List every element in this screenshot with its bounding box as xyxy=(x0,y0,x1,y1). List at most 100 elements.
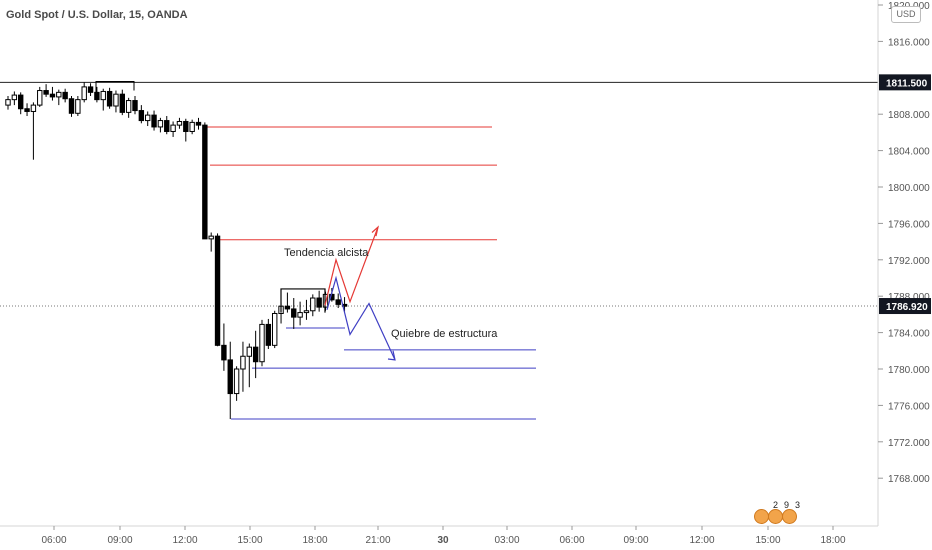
us-flag-event-icon[interactable] xyxy=(754,509,769,524)
candle-down xyxy=(227,359,233,395)
candle-down xyxy=(94,91,100,101)
event-count: 3 xyxy=(795,500,801,510)
candle-down xyxy=(132,100,138,112)
y-tick-label: 1804.000 xyxy=(888,147,930,158)
candle-up xyxy=(56,91,62,98)
candle-down xyxy=(62,91,68,100)
candle-down xyxy=(119,93,125,113)
currency-button[interactable]: USD xyxy=(891,6,921,23)
candle-up xyxy=(259,323,265,363)
candle-down xyxy=(221,344,227,361)
annotation-tendencia: Tendencia alcista xyxy=(284,247,369,259)
x-tick-label: 21:00 xyxy=(365,535,390,546)
chart-title: Gold Spot / U.S. Dollar, 15, OANDA xyxy=(6,9,188,21)
horizontal-levels xyxy=(0,81,878,420)
candle-up xyxy=(240,355,246,370)
x-tick-label: 15:00 xyxy=(237,535,262,546)
y-tick-label: 1772.000 xyxy=(888,438,930,449)
candle-down xyxy=(265,323,272,346)
event-count: 2 xyxy=(773,500,779,510)
x-tick-label: 09:00 xyxy=(107,535,132,546)
x-tick-label: 03:00 xyxy=(494,535,519,546)
candle-down xyxy=(202,124,208,240)
x-tick-label: 12:00 xyxy=(172,535,197,546)
y-tick-label: 1788.000 xyxy=(888,292,930,303)
x-tick-label: 15:00 xyxy=(755,535,780,546)
bearish-arrow-head xyxy=(387,350,396,361)
drawings: Tendencia alcista Quiebre de estructura xyxy=(95,80,498,361)
candle-up xyxy=(30,104,37,112)
candle-up xyxy=(189,121,195,132)
price-label-current-box xyxy=(879,298,931,315)
y-tick-label: 1784.000 xyxy=(888,329,930,340)
candle-up xyxy=(303,310,310,314)
candle-up xyxy=(100,90,106,101)
x-tick-label: 18:00 xyxy=(820,535,845,546)
x-tick-label: 18:00 xyxy=(302,535,327,546)
x-tick-label: 12:00 xyxy=(689,535,714,546)
candle-up xyxy=(37,90,43,106)
candle-up xyxy=(145,114,151,122)
candle-down xyxy=(252,346,259,363)
candle-up xyxy=(157,120,164,128)
y-tick-label: 1796.000 xyxy=(888,219,930,230)
candle-up xyxy=(246,346,253,357)
economic-events[interactable]: 2 9 3 xyxy=(752,500,802,526)
y-tick-label: 1768.000 xyxy=(888,474,930,485)
price-label-1811-box xyxy=(879,74,931,91)
y-tick-label: 1808.000 xyxy=(888,110,930,121)
candle-up xyxy=(176,120,183,126)
bullish-projection-path xyxy=(324,226,379,306)
candle-down xyxy=(195,121,202,126)
candle-up xyxy=(5,99,11,106)
range-marker-top xyxy=(95,80,135,96)
candle-down xyxy=(335,299,341,305)
event-count: 9 xyxy=(784,500,790,510)
candle-down xyxy=(316,297,322,308)
candle-down xyxy=(214,235,221,346)
us-flag-event-icon[interactable] xyxy=(768,509,783,524)
us-flag-event-icon[interactable] xyxy=(782,509,797,524)
bearish-projection-path xyxy=(326,275,396,361)
candle-down xyxy=(291,308,297,318)
candle-down xyxy=(183,120,189,132)
candle-down xyxy=(284,305,291,310)
x-tick-label: 06:00 xyxy=(559,535,584,546)
candle-up xyxy=(11,94,18,101)
candle-up xyxy=(233,368,240,395)
price-label-1811-label: 1811.500 xyxy=(886,78,928,89)
candle-down xyxy=(43,90,49,95)
y-tick-label: 1816.000 xyxy=(888,37,930,48)
y-tick-label: 1800.000 xyxy=(888,183,930,194)
candle-up xyxy=(272,312,278,346)
y-tick-label: 1776.000 xyxy=(888,401,930,412)
candle-up xyxy=(297,312,303,318)
bullish-arrow-head xyxy=(371,225,379,237)
y-tick-label: 1792.000 xyxy=(888,256,930,267)
candle-up xyxy=(170,124,176,132)
candle-up xyxy=(81,86,87,101)
x-tick-label: 06:00 xyxy=(41,535,66,546)
candle-up xyxy=(310,297,316,312)
candle-down xyxy=(87,86,94,93)
candle-up xyxy=(113,93,119,107)
price-label-current-label: 1786.920 xyxy=(886,302,928,313)
x-tick-label: 09:00 xyxy=(623,535,648,546)
candle-down xyxy=(18,94,24,110)
y-tick-label: 1780.000 xyxy=(888,365,930,376)
candle-up xyxy=(75,99,81,114)
candle-down xyxy=(68,98,75,114)
candle-down xyxy=(164,120,170,132)
candle-down xyxy=(49,93,56,98)
candle-up xyxy=(208,235,214,240)
candle-down xyxy=(106,90,113,107)
range-marker-consolidation xyxy=(280,288,326,313)
candle-down xyxy=(24,108,30,112)
candle-down xyxy=(138,110,145,122)
annotation-quiebre: Quiebre de estructura xyxy=(391,328,498,340)
candle-down xyxy=(151,114,157,128)
x-tick-label: 30 xyxy=(437,535,449,546)
candle-up xyxy=(125,100,132,113)
